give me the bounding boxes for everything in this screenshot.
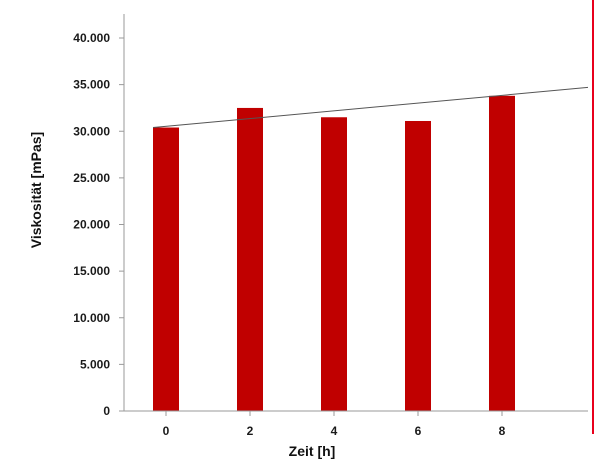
x-tick-label: 6 (415, 424, 422, 438)
y-axis-title: Viskosität [mPas] (28, 132, 44, 248)
bar-4h (321, 117, 347, 411)
y-tick-label: 25.000 (73, 171, 110, 185)
x-tick-label: 2 (247, 424, 254, 438)
page-edge-rule (592, 0, 594, 434)
bar-8h (489, 95, 515, 411)
x-tick-label: 0 (163, 424, 170, 438)
trendline (152, 86, 589, 129)
y-tick-label: 20.000 (73, 218, 110, 232)
x-axis-title: Zeit [h] (289, 443, 336, 459)
y-tick-label: 5.000 (80, 357, 110, 371)
y-tick-label: 0 (103, 404, 110, 418)
bars (153, 95, 515, 412)
bar-0h (153, 127, 179, 412)
y-tick-label: 35.000 (73, 78, 110, 92)
y-tick-label: 10.000 (73, 311, 110, 325)
x-tick-label: 4 (331, 424, 338, 438)
y-axis-ticks: 0 5.000 10.000 15.000 20.000 25.000 30.000 35.0… (73, 31, 124, 418)
x-tick-label: 8 (499, 424, 506, 438)
y-tick-label: 40.000 (73, 31, 110, 45)
y-tick-label: 30.000 (73, 124, 110, 138)
x-axis-ticks: 0 2 4 6 8 (163, 411, 506, 438)
bar-2h (237, 107, 263, 411)
bar-6h (405, 120, 431, 412)
y-tick-label: 15.000 (73, 264, 110, 278)
